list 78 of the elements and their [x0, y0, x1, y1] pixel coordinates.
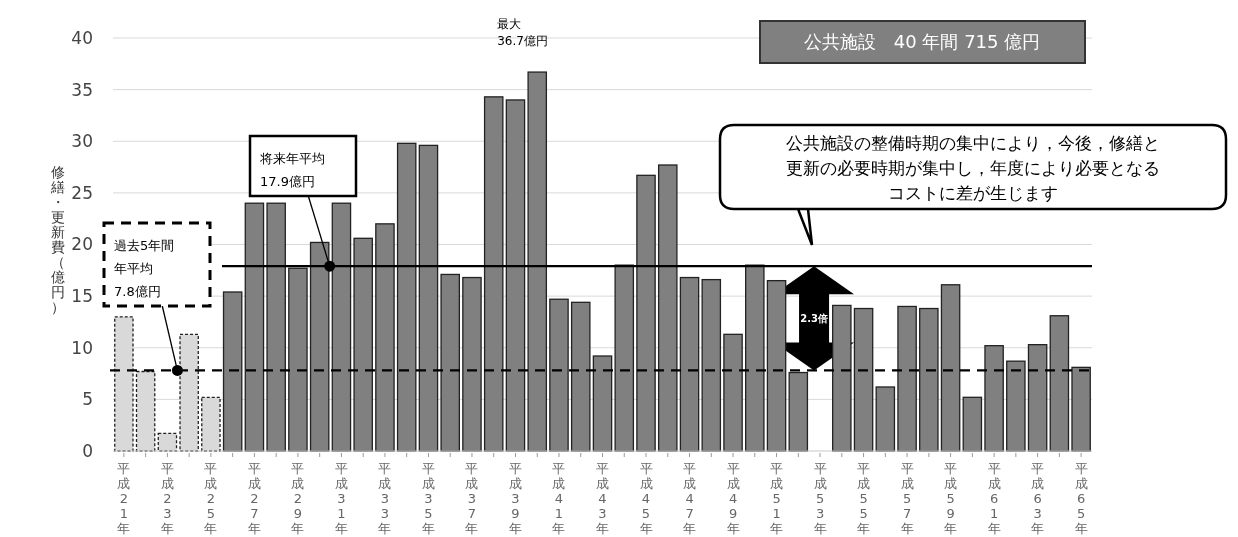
bar — [1006, 360, 1026, 452]
x-tick-label: 平成63年 — [1031, 461, 1045, 536]
bar — [375, 223, 395, 452]
chart-title: 公共施設 40 年間 715 億円 — [803, 31, 1041, 53]
bar — [788, 371, 809, 452]
y-tick-label: 10 — [71, 337, 93, 358]
x-tick-label: 平成45年 — [639, 461, 653, 536]
bar — [614, 264, 635, 452]
bar — [919, 307, 939, 452]
x-tick-label: 平成29年 — [291, 461, 305, 536]
bar — [940, 284, 961, 452]
bar — [244, 202, 265, 452]
bar — [527, 71, 548, 452]
bar — [549, 298, 569, 452]
x-tick-label: 平成47年 — [683, 461, 697, 536]
x-tick-label: 平成41年 — [552, 461, 566, 536]
bar — [832, 304, 852, 452]
bar — [1027, 344, 1048, 452]
x-tick-label: 平成35年 — [421, 461, 435, 536]
bar — [701, 278, 722, 452]
bar — [353, 237, 373, 452]
x-tick-label: 平成43年 — [596, 461, 609, 536]
x-tick-label: 平成39年 — [508, 461, 522, 536]
y-tick-label: 20 — [71, 234, 93, 255]
bar — [723, 333, 743, 452]
bar — [396, 142, 417, 452]
bar — [875, 386, 896, 452]
x-tick-label: 平成37年 — [465, 461, 479, 536]
bar — [483, 96, 504, 452]
x-tick-label: 平成53年 — [813, 461, 827, 536]
bar — [309, 241, 330, 452]
x-tick-label: 平成49年 — [726, 461, 740, 536]
bar — [505, 99, 526, 452]
y-tick-label: 35 — [71, 79, 93, 100]
x-tick-label: 平成57年 — [900, 461, 914, 536]
bar — [766, 279, 787, 452]
bar — [984, 345, 1004, 452]
bar — [745, 264, 765, 452]
y-tick-label: 0 — [82, 440, 93, 461]
bar — [853, 307, 874, 452]
bar — [331, 202, 352, 452]
x-tick-label: 平成55年 — [857, 461, 871, 536]
bar — [570, 301, 591, 452]
annotation: 最大36.7億円 — [497, 17, 548, 49]
ref-line-label: 将来年平均17.9億円 — [259, 151, 325, 189]
x-tick-label: 平成59年 — [944, 461, 958, 536]
x-tick-label: 平成25年 — [204, 461, 218, 536]
ref-line-label: 過去5年間年平均7.8億円 — [114, 238, 175, 299]
bar — [266, 202, 286, 452]
y-tick-label: 5 — [82, 389, 93, 410]
bar — [462, 276, 482, 452]
x-tick-label: 平成27年 — [247, 461, 261, 536]
bar — [592, 355, 613, 452]
bar — [418, 144, 439, 452]
bar — [288, 267, 308, 452]
x-tick-label: 平成33年 — [378, 461, 392, 536]
bar — [636, 174, 656, 452]
bar — [679, 276, 700, 452]
x-tick-label: 平成31年 — [334, 461, 348, 536]
text: 修繕・更新費（億円） — [51, 164, 65, 315]
y-tick-label: 30 — [71, 131, 93, 152]
bar — [222, 291, 243, 452]
bar — [440, 273, 460, 452]
x-tick-label: 平成65年 — [1074, 461, 1088, 536]
y-tick-label: 40 — [71, 27, 93, 48]
bar — [657, 164, 678, 452]
y-tick-label: 25 — [71, 182, 93, 203]
bar — [897, 305, 917, 452]
annotation: 公共施設の整備時期の集中により，今後，修繕と更新の必要時期が集中し，年度により必要となるコストに差が生じます — [786, 133, 1160, 203]
x-tick-label: 平成23年 — [160, 461, 174, 536]
bar — [962, 396, 983, 452]
x-tick-label: 平成21年 — [117, 461, 131, 536]
x-tick-label: 平成61年 — [987, 461, 1001, 536]
bar — [1071, 366, 1091, 452]
x-tick-label: 平成51年 — [770, 461, 784, 536]
y-tick-label: 15 — [71, 286, 93, 307]
bar — [1049, 315, 1070, 452]
annotation: 2.3倍 — [800, 312, 828, 324]
